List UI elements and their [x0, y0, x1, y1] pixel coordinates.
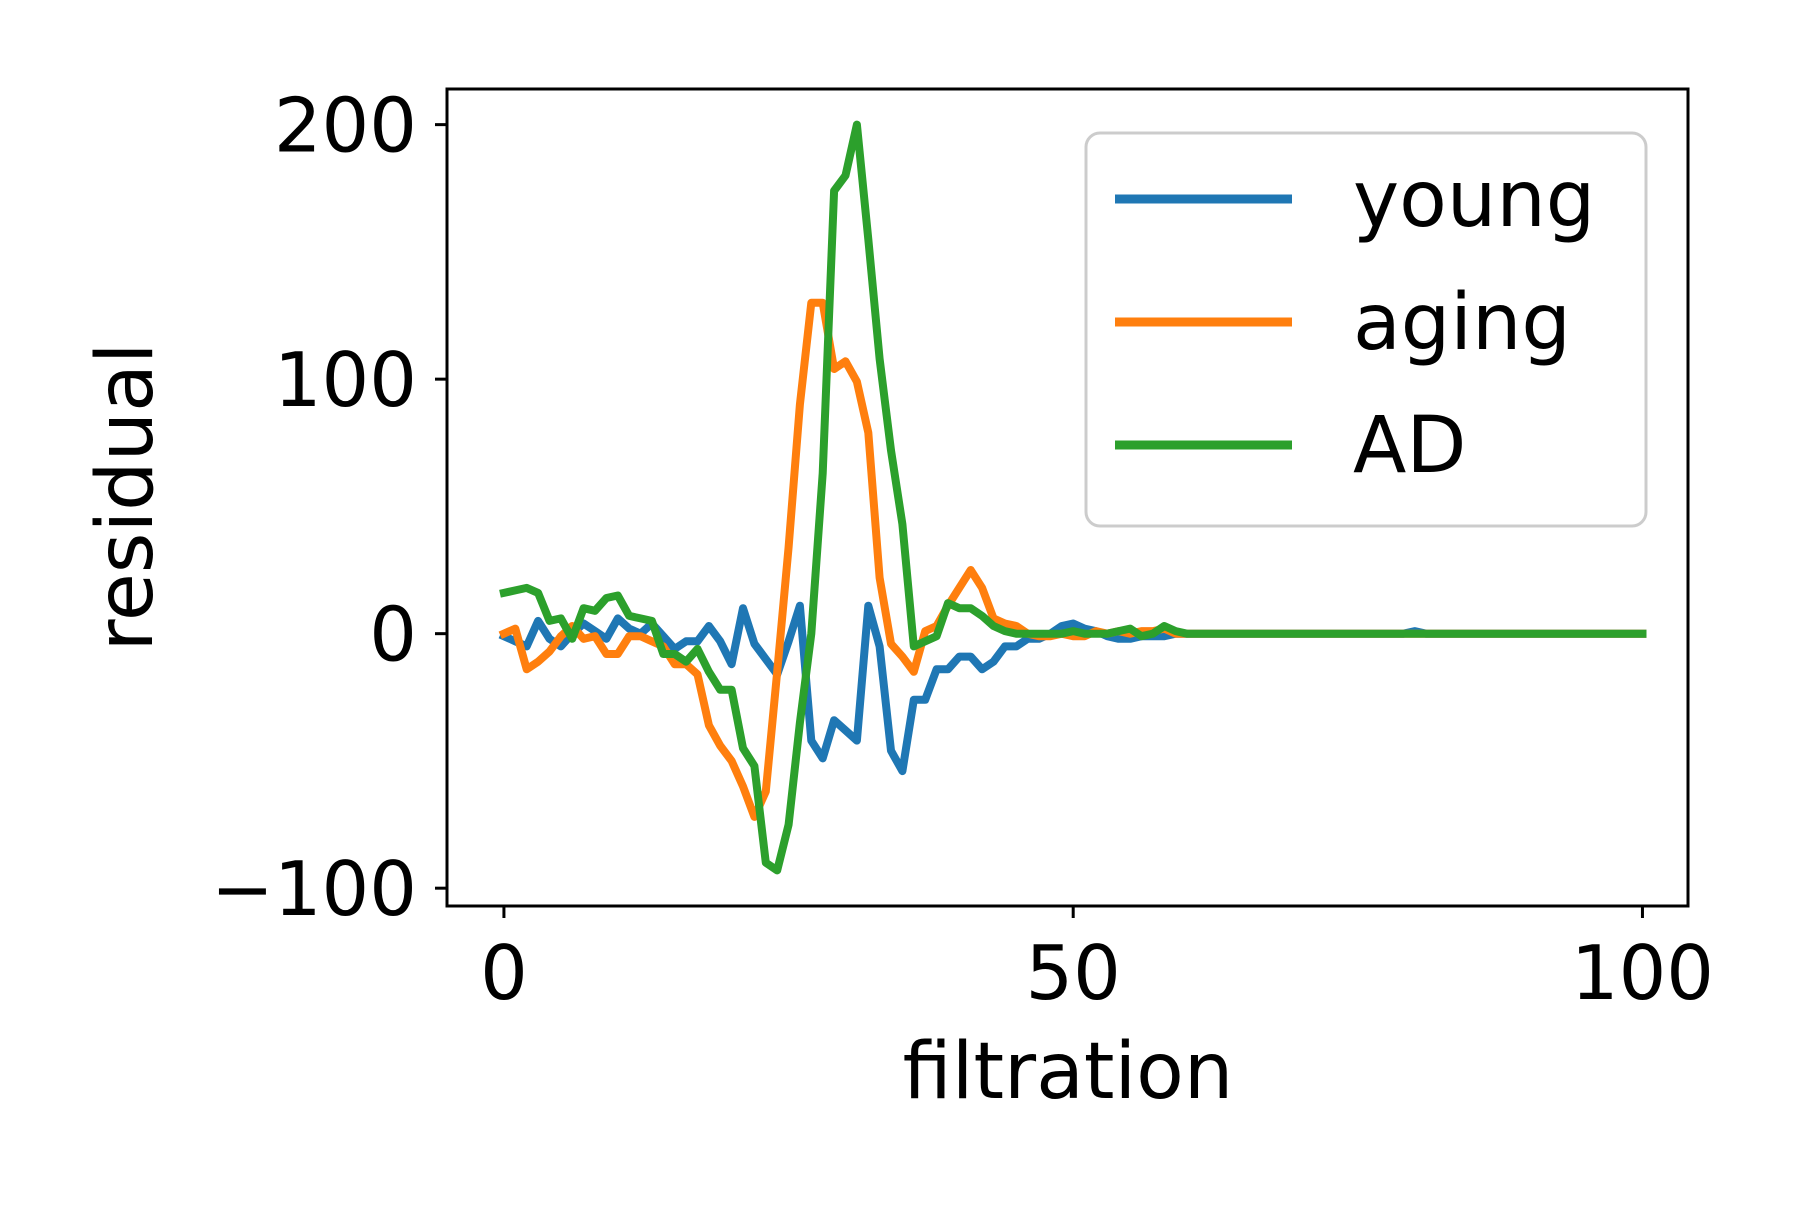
x-axis: 0 50 100 — [480, 906, 1714, 1017]
y-tick-label: 0 — [369, 591, 417, 679]
y-axis-label: residual — [81, 342, 171, 651]
legend-label-young: young — [1353, 155, 1595, 245]
legend: young aging AD — [1084, 131, 1648, 528]
x-tick-label: 100 — [1571, 929, 1714, 1017]
legend-label-aging: aging — [1353, 278, 1571, 368]
y-tick-label: 100 — [274, 336, 417, 424]
legend-box — [1084, 131, 1648, 528]
series-layer — [498, 120, 1647, 875]
series-line-ad — [499, 120, 1647, 875]
x-tick-label: 0 — [480, 929, 528, 1017]
y-tick-label: 200 — [274, 82, 417, 170]
x-axis-label: filtration — [903, 1027, 1234, 1117]
y-axis: −100 0 100 200 — [211, 82, 447, 933]
legend-items: young aging AD — [1115, 155, 1595, 491]
legend-label-ad: AD — [1353, 401, 1466, 491]
y-tick-label: −100 — [211, 845, 417, 933]
plot-frame — [445, 87, 1690, 908]
x-tick-label: 50 — [1025, 929, 1120, 1017]
